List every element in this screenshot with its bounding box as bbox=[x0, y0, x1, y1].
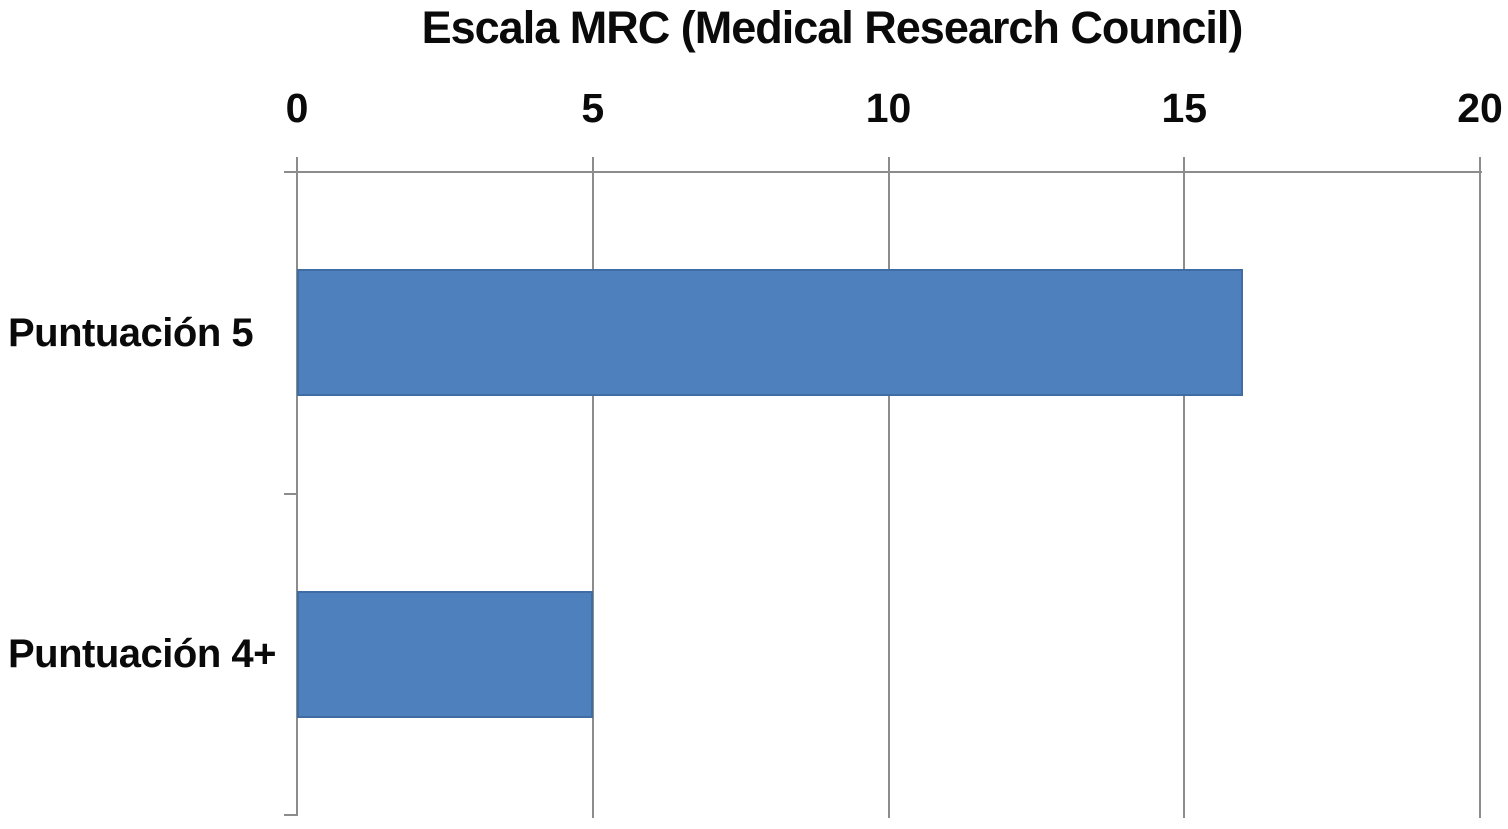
value-axis-line bbox=[284, 171, 1482, 173]
category-axis-line bbox=[296, 157, 298, 815]
gridline bbox=[1183, 157, 1186, 818]
category-label: Puntuación 5 bbox=[8, 310, 254, 355]
category-tick bbox=[284, 814, 298, 816]
x-tick-label: 20 bbox=[1457, 85, 1503, 131]
gridline bbox=[887, 157, 890, 818]
bar bbox=[297, 590, 593, 718]
bar bbox=[297, 269, 1244, 397]
x-tick-label: 5 bbox=[581, 85, 605, 131]
category-label: Puntuación 4+ bbox=[8, 632, 277, 677]
gridline bbox=[591, 157, 594, 818]
x-tick-label: 0 bbox=[285, 85, 309, 131]
category-tick bbox=[284, 492, 298, 495]
x-tick-label: 15 bbox=[1161, 85, 1208, 131]
chart-title: Escala MRC (Medical Research Council) bbox=[421, 2, 1244, 53]
x-tick-label: 10 bbox=[865, 85, 912, 131]
gridline bbox=[1479, 157, 1481, 818]
